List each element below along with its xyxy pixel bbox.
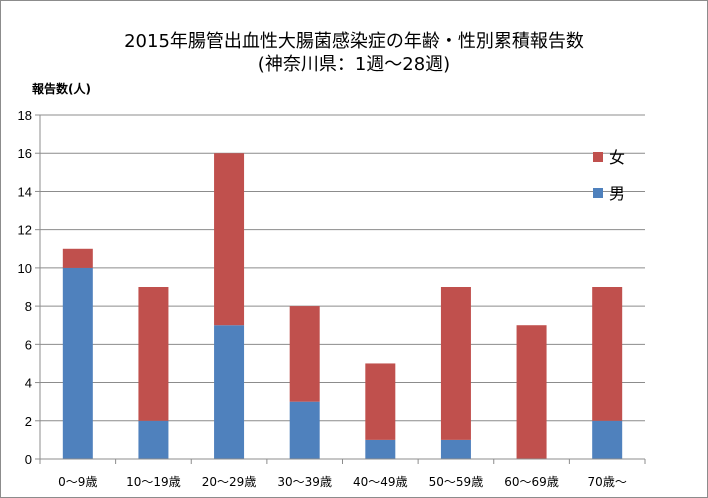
bar-female — [365, 363, 396, 440]
bar-male — [138, 420, 169, 459]
bar-female — [289, 306, 320, 402]
chart-title: 2015年腸管出血性大腸菌感染症の年齢・性別累積報告数 — [124, 31, 584, 52]
y-tick-label: 6 — [25, 337, 32, 352]
legend-label: 男 — [609, 184, 625, 203]
bar-male — [365, 439, 396, 459]
bar-female — [516, 325, 547, 459]
x-tick-label: 30～39歳 — [277, 475, 332, 489]
chart-subtitle: (神奈川県：1週～28週) — [257, 54, 451, 75]
bar-male — [289, 401, 320, 459]
bar-female — [138, 287, 169, 421]
legend-swatch — [593, 188, 603, 198]
legend-swatch — [593, 152, 603, 162]
y-tick-label: 2 — [25, 414, 32, 429]
y-tick-label: 4 — [25, 376, 32, 391]
bar-female — [214, 153, 245, 326]
x-tick-label: 10～19歳 — [126, 475, 181, 489]
bar-female — [592, 287, 623, 421]
gridlines — [40, 114, 645, 422]
bar-male — [440, 439, 471, 459]
x-tick-label: 60～69歳 — [504, 475, 559, 489]
bar-female — [440, 287, 471, 440]
x-tick-label: 20～29歳 — [202, 475, 257, 489]
legend: 女男 — [593, 148, 625, 203]
y-tick-label: 0 — [25, 452, 32, 467]
y-tick-label: 10 — [18, 261, 32, 276]
y-tick-label: 8 — [25, 299, 32, 314]
x-tick-label: 70歳～ — [588, 475, 627, 489]
legend-label: 女 — [609, 148, 625, 167]
x-tick-label: 0～9歳 — [58, 475, 97, 489]
y-tick-label: 18 — [18, 108, 32, 123]
axes — [39, 115, 645, 460]
bar-female — [62, 248, 93, 268]
x-tick-label: 40～49歳 — [353, 475, 408, 489]
bar-male — [62, 267, 93, 459]
x-tick-label: 50～59歳 — [429, 475, 484, 489]
y-tick-label: 14 — [18, 184, 32, 199]
y-ticks: 0 2 4 6 8 10 12 14 16 18 — [18, 108, 40, 467]
y-tick-label: 16 — [18, 146, 32, 161]
y-tick-label: 12 — [18, 223, 32, 238]
bar-male — [592, 420, 623, 459]
bar-male — [214, 325, 245, 459]
y-axis-label: 報告数(人) — [32, 82, 91, 96]
bars — [62, 153, 623, 459]
x-ticks: 0～9歳 10～19歳 20～29歳 30～39歳 40～49歳 50～59歳 60～69歳… — [39, 459, 646, 489]
